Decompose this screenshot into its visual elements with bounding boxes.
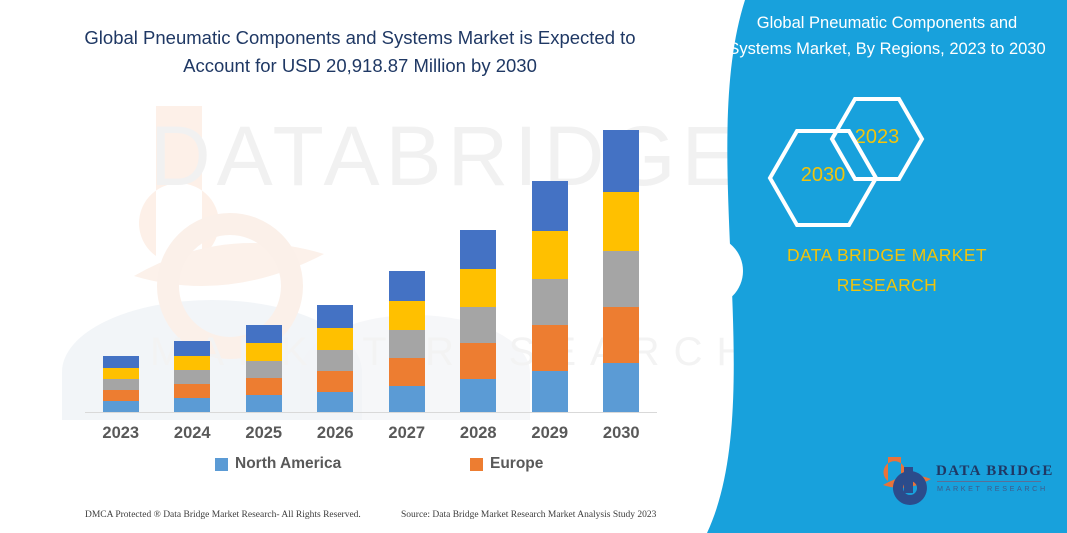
bar-2025 <box>245 325 282 412</box>
logo-b-mark-icon <box>883 457 931 505</box>
hexagon-icon <box>829 97 925 181</box>
bar-segment-2029-2 <box>531 325 568 371</box>
bar-2024 <box>174 341 211 412</box>
bar-segment-2028-4 <box>460 269 497 307</box>
bar-segment-2030-5 <box>603 130 640 192</box>
legend-label: Europe <box>490 455 544 472</box>
bar-segment-2027-4 <box>388 301 425 330</box>
bar-segment-2024-2 <box>174 384 211 398</box>
bar-segment-2025-1 <box>245 395 282 412</box>
x-label-2028: 2028 <box>459 424 497 442</box>
bar-segment-2027-1 <box>388 386 425 412</box>
logo-main-text: DATA BRIDGE <box>936 463 1054 479</box>
x-label-2026: 2026 <box>316 424 354 442</box>
brand-name-block: DATA BRIDGE MARKET RESEARCH <box>727 240 1047 300</box>
bar-segment-2028-3 <box>460 307 497 343</box>
bar-2023 <box>102 356 139 412</box>
x-label-2030: 2030 <box>602 424 640 442</box>
hex-badge-2030-label: 2030 <box>800 164 846 186</box>
chart-title: Global Pneumatic Components and Systems … <box>84 27 636 76</box>
bar-segment-2028-5 <box>460 230 497 269</box>
legend-swatch-icon <box>470 457 483 471</box>
bar-2028 <box>460 230 497 412</box>
bar-2029 <box>531 181 568 412</box>
bar-segment-2026-1 <box>317 392 354 412</box>
bar-segment-2030-1 <box>603 363 640 412</box>
chart-panel: DATABRIDGE MARKET RESEARCH Global Pneuma… <box>0 27 740 528</box>
bar-segment-2024-1 <box>174 398 211 412</box>
bar-segment-2025-3 <box>245 361 282 378</box>
brand-panel: Global Pneumatic Components and Systems … <box>707 0 1067 533</box>
bar-segment-2023-4 <box>102 368 139 379</box>
legend-item-europe[interactable]: Europe <box>470 455 543 473</box>
bar-segment-2024-5 <box>174 341 211 356</box>
logo-sub-text: MARKET RESEARCH <box>937 484 1048 493</box>
hex-badge-2023: 2023 <box>829 96 925 182</box>
hex-badge-2023-label: 2023 <box>854 126 900 148</box>
footer-dmca-text: DMCA Protected ® Data Bridge Market Rese… <box>85 510 361 520</box>
x-axis-labels: 2023 2024 2025 2026 2027 2028 2029 2030 <box>85 424 657 450</box>
bar-segment-2024-3 <box>174 370 211 384</box>
bar-segment-2030-2 <box>603 307 640 363</box>
bar-2027 <box>388 271 425 412</box>
bar-2030 <box>603 130 640 412</box>
bar-segment-2030-4 <box>603 192 640 251</box>
bar-segment-2025-5 <box>245 325 282 343</box>
bar-2026 <box>317 305 354 412</box>
bar-segment-2026-5 <box>317 305 354 328</box>
bar-segment-2029-4 <box>531 231 568 279</box>
bar-segment-2025-4 <box>245 343 282 361</box>
bar-segment-2023-3 <box>102 379 139 390</box>
legend-item-north-america[interactable]: North America <box>215 455 341 473</box>
x-label-2024: 2024 <box>173 424 211 442</box>
bar-segment-2024-4 <box>174 356 211 370</box>
chart-legend: North America Europe <box>85 455 657 481</box>
x-label-2025: 2025 <box>245 424 283 442</box>
brand-name-line2: RESEARCH <box>836 275 938 295</box>
bar-segment-2030-3 <box>603 251 640 307</box>
footer-source-text: Source: Data Bridge Market Research Mark… <box>401 510 657 520</box>
brand-name-line1: DATA BRIDGE MARKET <box>786 245 988 265</box>
logo-divider <box>937 481 1041 482</box>
data-bridge-logo: DATA BRIDGE MARKET RESEARCH <box>880 455 1052 510</box>
plot-area <box>85 120 657 412</box>
bar-segment-2026-3 <box>317 350 354 371</box>
bar-segment-2023-1 <box>102 401 139 412</box>
x-axis-line <box>85 412 657 413</box>
footer: DMCA Protected ® Data Bridge Market Rese… <box>0 506 740 528</box>
hex-badge-2030: 2030 <box>767 128 879 228</box>
x-label-2023: 2023 <box>102 424 140 442</box>
bar-segment-2029-3 <box>531 279 568 325</box>
bar-segment-2026-2 <box>317 371 354 392</box>
bar-segment-2023-2 <box>102 390 139 401</box>
bar-segment-2023-5 <box>102 356 139 368</box>
bar-segment-2025-2 <box>245 378 282 395</box>
hexagon-icon <box>767 129 879 227</box>
bar-segment-2027-3 <box>388 330 425 358</box>
bar-segment-2029-5 <box>531 181 568 231</box>
x-label-2027: 2027 <box>388 424 426 442</box>
legend-label: North America <box>235 455 342 472</box>
bar-segment-2027-2 <box>388 358 425 386</box>
legend-swatch-icon <box>215 457 228 471</box>
bar-segment-2028-1 <box>460 379 497 412</box>
x-label-2029: 2029 <box>531 424 569 442</box>
bar-segment-2029-1 <box>531 371 568 412</box>
brand-panel-title: Global Pneumatic Components and Systems … <box>728 14 1046 58</box>
bar-segment-2027-5 <box>388 271 425 301</box>
bar-segment-2026-4 <box>317 328 354 350</box>
bar-segment-2028-2 <box>460 343 497 379</box>
